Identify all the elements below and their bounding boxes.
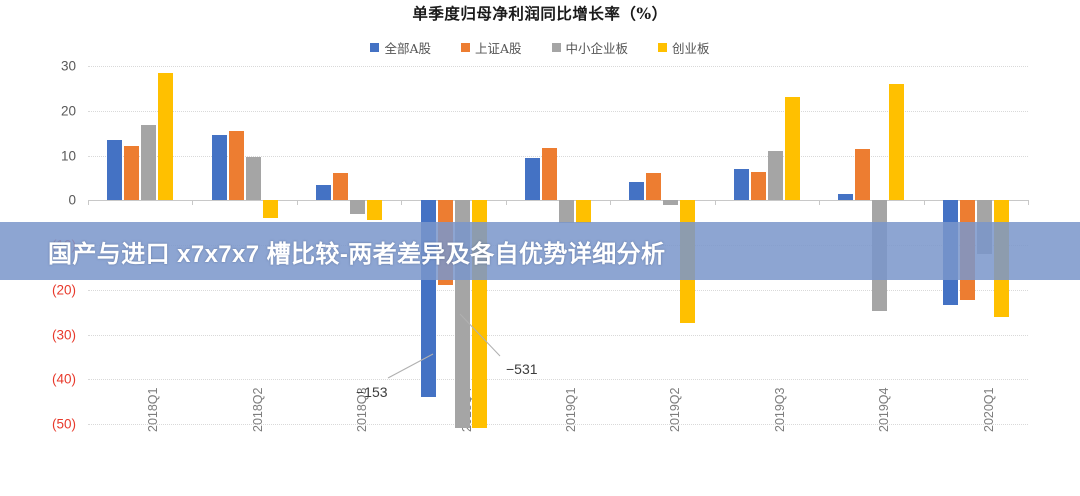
bar-group-2019q3 <box>715 66 819 424</box>
y-axis-tick-label: 30 <box>60 58 76 74</box>
bar[interactable] <box>228 130 244 201</box>
y-axis-tick-label: 10 <box>60 148 76 163</box>
bar[interactable] <box>141 125 157 201</box>
legend-label: 全部A股 <box>384 41 431 56</box>
gridline <box>88 155 1028 157</box>
chart-legend: 全部A股 上证A股 中小企业板 创业板 <box>0 38 1080 57</box>
y-axis-tick-label: (30) <box>51 327 76 342</box>
zero-axis-line <box>88 200 1028 202</box>
overlay-banner: 国产与进口 x7x7x7 槽比较-两者差异及各自优势详细分析 <box>0 222 1080 280</box>
legend-label: 中小企业板 <box>565 41 629 56</box>
bar[interactable] <box>124 146 140 201</box>
x-axis-tick <box>923 200 925 206</box>
y-axis-tick-label: (50) <box>51 416 76 432</box>
chart-title: 单季度归母净利润同比增长率（%） <box>412 4 668 23</box>
bar[interactable] <box>245 156 261 201</box>
x-axis-tick <box>192 200 194 206</box>
y-axis-tick-label: 20 <box>60 103 76 119</box>
legend-item-4[interactable]: 创业板 <box>658 38 710 57</box>
legend-item-1[interactable]: 全部A股 <box>370 38 431 57</box>
x-axis-tick <box>819 200 821 206</box>
x-axis-tick <box>714 200 716 206</box>
bar[interactable] <box>784 97 800 201</box>
legend-swatch-icon <box>658 43 668 52</box>
bar[interactable] <box>107 139 123 201</box>
bar-group-2018q2 <box>192 66 296 424</box>
y-axis-tick-label: (20) <box>51 282 76 298</box>
bar[interactable] <box>316 184 332 201</box>
bar[interactable] <box>629 182 645 201</box>
bar[interactable] <box>541 148 557 201</box>
gridline <box>88 66 1028 67</box>
bar[interactable] <box>262 200 278 219</box>
x-axis-tick <box>296 200 298 206</box>
gridline <box>88 110 1028 112</box>
x-axis-tick <box>505 200 507 206</box>
data-label-annotation: −531 <box>506 361 538 377</box>
legend-swatch-icon <box>460 43 470 52</box>
bar[interactable] <box>158 73 174 201</box>
bar[interactable] <box>575 200 591 223</box>
bar[interactable] <box>889 83 905 201</box>
bar-group-2019q1 <box>506 66 610 424</box>
bar[interactable] <box>646 172 662 201</box>
x-axis-tick <box>401 200 403 206</box>
bar[interactable] <box>333 173 349 201</box>
bar[interactable] <box>367 200 383 221</box>
gridline <box>88 289 1028 291</box>
y-axis-tick-label: (40) <box>51 371 76 387</box>
bar[interactable] <box>767 151 783 201</box>
bar[interactable] <box>524 157 540 201</box>
legend-swatch-icon <box>370 43 380 52</box>
overlay-banner-text: 国产与进口 x7x7x7 槽比较-两者差异及各自优势详细分析 <box>48 240 666 268</box>
gridline <box>88 379 1028 381</box>
bar[interactable] <box>663 200 679 205</box>
x-axis-tick <box>88 200 89 206</box>
bar[interactable] <box>750 172 766 201</box>
legend-item-2[interactable]: 上证A股 <box>460 38 522 57</box>
bar-group-2018q1 <box>88 66 192 424</box>
bar[interactable] <box>855 148 871 201</box>
legend-label: 创业板 <box>672 41 710 56</box>
bar[interactable] <box>350 200 366 214</box>
bar-group-2018q3 <box>297 66 401 424</box>
legend-swatch-icon <box>551 43 561 52</box>
x-axis-tick <box>1028 200 1029 206</box>
bar[interactable] <box>733 168 749 201</box>
gridline <box>88 424 1028 425</box>
x-axis-tick <box>610 200 612 206</box>
legend-label: 上证A股 <box>474 41 522 56</box>
bar[interactable] <box>838 194 854 201</box>
legend-item-3[interactable]: 中小企业板 <box>551 38 629 57</box>
y-axis-tick-label: 0 <box>68 192 76 208</box>
bar[interactable] <box>558 200 574 223</box>
data-label-annotation: −153 <box>356 384 388 400</box>
bar[interactable] <box>211 135 227 201</box>
gridline <box>88 334 1028 336</box>
